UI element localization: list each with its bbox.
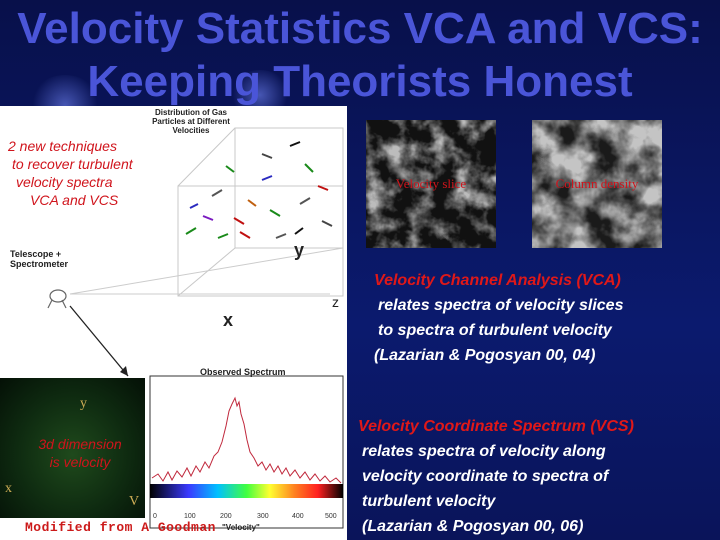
arrow-to-spectrum <box>69 305 129 377</box>
line-of-sight <box>69 247 344 295</box>
credit-text: Modified from A Goodman <box>25 520 216 535</box>
intro-line: velocity spectra <box>16 174 113 190</box>
vcs-line: velocity coordinate to spectra of <box>362 468 609 485</box>
intro-text: 2 new techniques to recover turbulent ve… <box>8 137 178 209</box>
axis-x-label: x <box>223 310 234 330</box>
intro-line: VCA and VCS <box>30 192 119 208</box>
axis-y-label: y <box>294 240 305 260</box>
velocity-slice-texture <box>366 120 496 248</box>
vcs-description: Velocity Coordinate Spectrum (VCS) relat… <box>358 414 634 539</box>
telescope-icon <box>47 289 67 309</box>
spectrum-x-tick: 100 <box>184 513 196 520</box>
velocity-rainbow-bar <box>150 484 343 498</box>
spectrum-x-tick: 500 <box>325 513 337 520</box>
diagram-drawing: 5 5 5 0 5 0 100 200 300 400 500 <box>47 127 344 529</box>
vca-line: relates spectra of velocity slices <box>378 297 624 314</box>
vcs-line: turbulent velocity <box>362 493 496 510</box>
spectrum-x-tick: 400 <box>292 513 304 520</box>
velocity-cube-image <box>0 378 145 518</box>
spectrum-x-tick: 0 <box>153 513 157 520</box>
vca-heading: Velocity Channel Analysis (VCA) <box>374 272 621 289</box>
vcs-heading: Velocity Coordinate Spectrum (VCS) <box>358 418 634 435</box>
vca-line: to spectra of turbulent velocity <box>378 322 612 339</box>
column-density-image: Column density <box>532 120 662 248</box>
vca-description: Velocity Channel Analysis (VCA) relates … <box>374 268 623 368</box>
title-line-2: Keeping Theorists Honest <box>87 57 633 106</box>
cube-caption: 3d dimension is velocity <box>38 436 122 470</box>
spectrum-x-tick: 200 <box>220 513 232 520</box>
axis-z-label: z <box>332 294 339 310</box>
box-back-face <box>234 127 344 249</box>
intro-line: to recover turbulent <box>12 156 133 172</box>
title-line-1: Velocity Statistics VCA and VCS: <box>17 4 703 53</box>
spectrum-x-tick: 300 <box>257 513 269 520</box>
vcs-line: (Lazarian & Pogosyan 00, 06) <box>362 518 584 535</box>
spectrum-line <box>151 396 342 484</box>
spectrum-plot: 5 5 5 0 5 0 100 200 300 400 500 <box>141 375 344 529</box>
vcs-line: relates spectra of velocity along <box>362 443 606 460</box>
slide-title: Velocity Statistics VCA and VCS: Keeping… <box>0 2 720 108</box>
observed-spectrum-title: Observed Spectrum <box>200 367 286 377</box>
column-density-texture <box>532 120 662 248</box>
cube-x-label: x <box>5 481 12 496</box>
cube-v-label: V <box>129 494 140 509</box>
velocity-slice-image: Velocity slice <box>366 120 496 248</box>
column-density-caption: Column density <box>555 176 639 191</box>
cube-y-label: y <box>80 396 87 411</box>
intro-line: 2 new techniques <box>8 138 117 154</box>
vca-line: (Lazarian & Pogosyan 00, 04) <box>374 347 596 364</box>
spectrum-velocity-axis-label: "Velocity" <box>222 523 260 532</box>
distribution-caption: Distribution of Gas Particles at Differe… <box>152 108 230 135</box>
telescope-label: Telescope + Spectrometer <box>10 249 69 269</box>
velocity-slice-caption: Velocity slice <box>395 176 467 191</box>
box-front-face <box>177 185 344 297</box>
